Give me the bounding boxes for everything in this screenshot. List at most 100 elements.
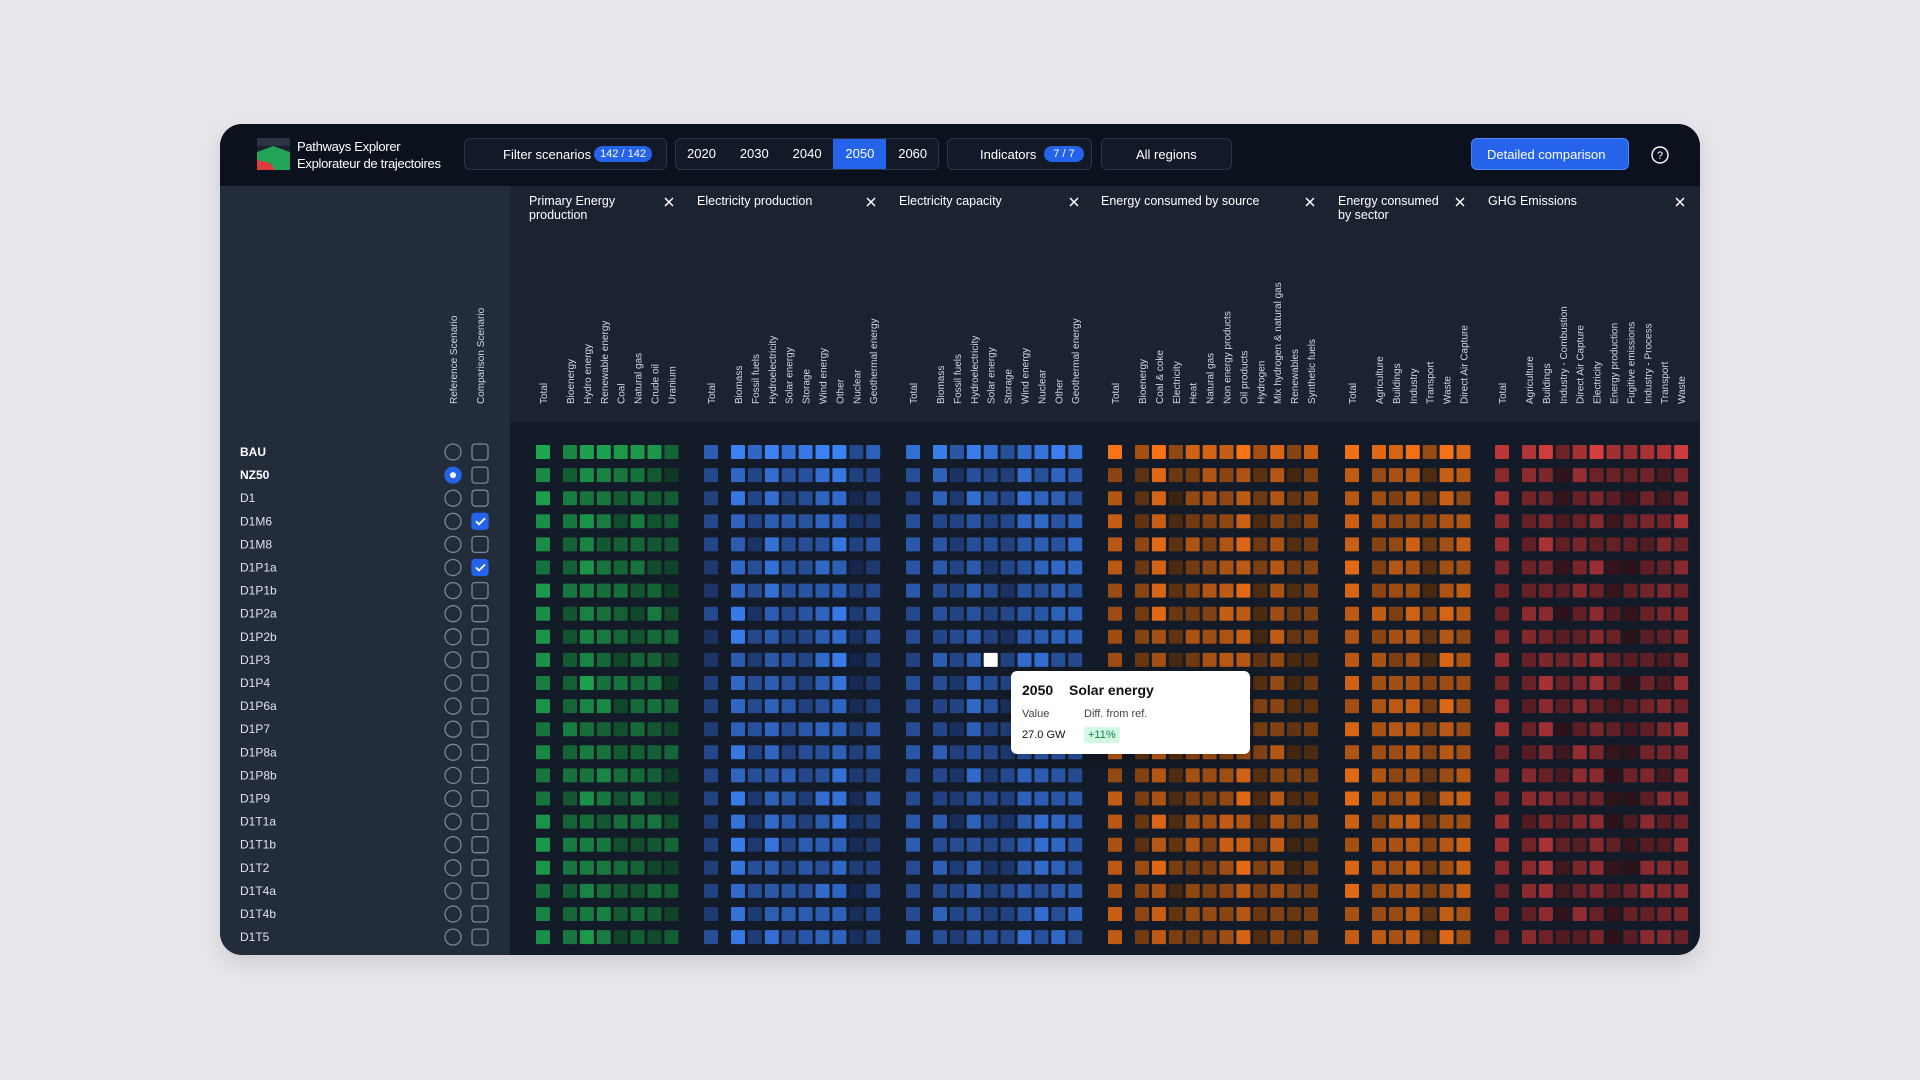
reference-radio[interactable] — [444, 605, 462, 623]
heatmap-cell — [1151, 652, 1166, 667]
reference-radio[interactable] — [444, 512, 462, 530]
reference-radio[interactable] — [444, 651, 462, 669]
year-button[interactable]: 2020 — [687, 146, 716, 161]
heatmap-cell — [1135, 883, 1149, 898]
year-button[interactable]: 2050 — [833, 139, 887, 169]
heatmap-cell — [1439, 930, 1454, 945]
heatmap-cell — [1219, 537, 1234, 552]
comparison-checkbox[interactable] — [471, 882, 489, 900]
comparison-checkbox[interactable] — [471, 558, 489, 577]
heatmap-cell — [1304, 768, 1318, 783]
reference-radio[interactable] — [444, 836, 462, 854]
comparison-checkbox[interactable] — [471, 928, 489, 946]
heatmap-cell — [536, 629, 550, 644]
heatmap-cell — [866, 791, 881, 806]
comparison-checkbox[interactable] — [471, 605, 489, 623]
heatmap-cell — [1219, 768, 1234, 783]
heatmap-cell — [1405, 629, 1420, 644]
heatmap-cell — [704, 652, 718, 667]
heatmap-cell — [563, 745, 577, 760]
heatmap-cell — [849, 629, 864, 644]
comparison-checkbox[interactable] — [471, 905, 489, 923]
reference-radio[interactable] — [444, 766, 462, 785]
column-label: Waste — [1677, 376, 1688, 404]
regions-dropdown[interactable] — [1101, 138, 1232, 170]
heatmap-cell — [1253, 652, 1268, 667]
heatmap-cell — [933, 583, 947, 598]
heatmap-cell — [647, 676, 662, 690]
comparison-checkbox[interactable] — [471, 720, 489, 738]
heatmap-cell — [1219, 883, 1234, 898]
reference-radio[interactable] — [444, 581, 462, 600]
comparison-checkbox[interactable] — [471, 743, 489, 761]
heatmap-cell — [747, 583, 762, 598]
heatmap-cell — [536, 722, 550, 737]
heatmap-cell — [1388, 468, 1403, 483]
year-button[interactable]: 2030 — [739, 146, 769, 161]
heatmap-cell — [1606, 468, 1621, 483]
reference-radio[interactable] — [444, 789, 462, 808]
heatmap-cell — [832, 907, 847, 921]
heatmap-cell — [563, 860, 577, 875]
detailed-button[interactable] — [1471, 138, 1629, 170]
comparison-checkbox[interactable] — [471, 489, 489, 507]
heatmap-cell — [1034, 583, 1049, 598]
reference-radio[interactable] — [444, 928, 462, 946]
comparison-checkbox[interactable] — [471, 674, 489, 692]
tooltip-indicator: Solar energy — [1069, 682, 1154, 698]
heatmap-cell — [1108, 837, 1122, 852]
column-label: Hydro energy — [583, 344, 594, 404]
reference-radio[interactable] — [444, 812, 462, 831]
comparison-checkbox[interactable] — [471, 466, 489, 484]
heatmap-cell — [798, 860, 813, 875]
reference-radio[interactable] — [444, 443, 462, 461]
year-button[interactable]: 2060 — [898, 146, 928, 161]
reference-radio[interactable] — [444, 697, 462, 715]
heatmap-cell — [1372, 768, 1386, 783]
reference-radio[interactable] — [444, 720, 462, 738]
comparison-checkbox[interactable] — [471, 836, 489, 854]
reference-radio[interactable] — [444, 628, 462, 646]
comparison-checkbox[interactable] — [471, 628, 489, 646]
heatmap-cell — [1135, 791, 1149, 806]
heatmap-cell — [1555, 699, 1570, 714]
reference-radio[interactable] — [444, 674, 462, 692]
comparison-checkbox[interactable] — [471, 697, 489, 715]
comparison-checkbox[interactable] — [471, 766, 489, 785]
heatmap-cell — [764, 837, 779, 852]
heatmap-cell — [1304, 860, 1318, 875]
heatmap-cell — [704, 560, 718, 575]
reference-radio[interactable] — [444, 743, 462, 761]
column-label: Electricity — [1172, 361, 1183, 404]
reference-radio[interactable] — [444, 882, 462, 900]
reference-radio[interactable] — [444, 905, 462, 923]
heatmap-cell — [747, 722, 762, 737]
heatmap-cell — [630, 791, 645, 806]
heatmap-cell — [1236, 907, 1251, 921]
heatmap-cell — [866, 445, 881, 459]
comparison-checkbox[interactable] — [471, 789, 489, 808]
reference-radio[interactable] — [444, 558, 462, 577]
heatmap-cell — [1185, 768, 1200, 783]
comparison-checkbox[interactable] — [471, 581, 489, 600]
heatmap-cell — [866, 837, 881, 852]
comparison-checkbox[interactable] — [471, 443, 489, 461]
reference-radio[interactable] — [444, 489, 462, 507]
comparison-checkbox[interactable] — [471, 859, 489, 877]
heatmap-cell — [1439, 883, 1454, 898]
heatmap-cell — [1606, 907, 1621, 921]
year-selector[interactable] — [675, 138, 939, 170]
reference-radio[interactable] — [444, 535, 462, 554]
comparison-checkbox[interactable] — [471, 512, 489, 530]
reference-radio[interactable] — [444, 859, 462, 877]
heatmap-cell — [1304, 837, 1318, 852]
logo-text: Explorateur de trajectoires — [297, 156, 441, 171]
comparison-checkbox[interactable] — [471, 651, 489, 669]
heatmap-cell — [1439, 514, 1454, 529]
heatmap-cell — [1606, 445, 1621, 459]
heatmap-cell — [1606, 606, 1621, 621]
column-label: Total — [1111, 383, 1122, 404]
year-button[interactable]: 2040 — [792, 146, 822, 161]
comparison-checkbox[interactable] — [471, 535, 489, 554]
comparison-checkbox[interactable] — [471, 812, 489, 831]
